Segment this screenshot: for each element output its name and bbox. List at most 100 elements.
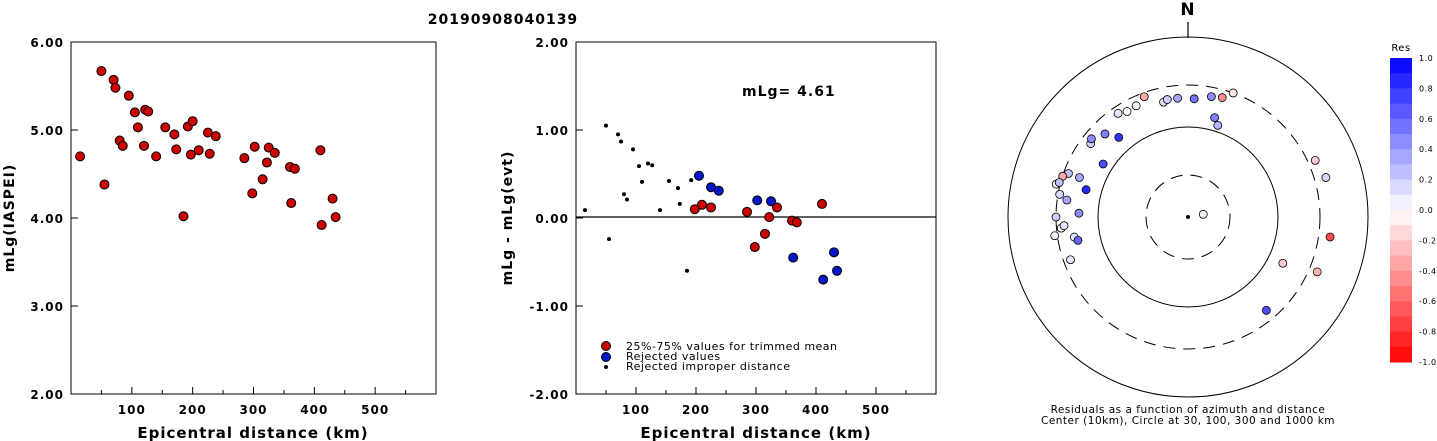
legend-label-improper-distance: Rejected improper distance bbox=[626, 360, 791, 373]
colorbar-cells bbox=[1390, 58, 1412, 363]
polar-residual-point bbox=[1062, 195, 1072, 205]
polar-caption-line2: Center (10km), Circle at 30, 100, 300 an… bbox=[1041, 415, 1335, 427]
middle-y-tick-label: 1.00 bbox=[535, 124, 569, 138]
middle-point-series-1 bbox=[818, 274, 829, 285]
polar-ring-1000km bbox=[1007, 36, 1369, 398]
polar-residual-point bbox=[1210, 113, 1220, 123]
polar-panel: N Residuals as a function of azimuth and… bbox=[1007, 0, 1369, 427]
middle-point-series-2 bbox=[650, 163, 655, 168]
middle-point-series-0 bbox=[772, 202, 782, 213]
middle-y-tick-label: -2.00 bbox=[529, 388, 569, 402]
left-y-tick-label: 5.00 bbox=[30, 124, 64, 138]
left-point-series-0 bbox=[129, 107, 140, 118]
left-point-series-0 bbox=[286, 198, 297, 209]
colorbar-label: 0.4 bbox=[1419, 145, 1433, 154]
colorbar-cell bbox=[1390, 210, 1412, 226]
left-ticks: 100 200 300 400 500 2.00 3.00 4.00 5.00 6.00 bbox=[30, 36, 407, 417]
left-point-series-0 bbox=[75, 151, 86, 162]
left-x-tick-label: 400 bbox=[300, 403, 328, 417]
colorbar-label: 0.2 bbox=[1419, 176, 1433, 185]
middle-point-series-0 bbox=[742, 206, 752, 217]
middle-point-series-1 bbox=[788, 252, 799, 263]
colorbar-cell bbox=[1390, 225, 1412, 241]
left-point-series-0 bbox=[139, 140, 149, 151]
middle-panel: mLg= 4.61 Epicentral distance (km) mLg -… bbox=[500, 36, 937, 441]
polar-residual-point bbox=[1131, 101, 1141, 111]
colorbar-cell bbox=[1390, 73, 1412, 89]
colorbar-cell bbox=[1390, 149, 1412, 165]
colorbar-cell bbox=[1390, 346, 1412, 363]
colorbar-cell bbox=[1390, 194, 1412, 211]
colorbar-cell bbox=[1390, 270, 1412, 287]
left-y-axis-label: mLg(IASPEI) bbox=[2, 164, 18, 273]
colorbar-cell bbox=[1390, 164, 1412, 181]
left-point-series-0 bbox=[160, 122, 171, 133]
middle-point-series-2 bbox=[604, 123, 608, 128]
colorbar-label: 0.0 bbox=[1419, 206, 1433, 215]
polar-residual-point bbox=[1198, 209, 1208, 219]
left-y-tick-label: 2.00 bbox=[30, 388, 64, 402]
middle-point-series-2 bbox=[622, 192, 626, 197]
polar-residual-point bbox=[1100, 129, 1110, 139]
polar-points bbox=[1050, 88, 1335, 315]
left-y-tick-label: 4.00 bbox=[30, 212, 64, 226]
middle-point-series-2 bbox=[658, 208, 662, 213]
colorbar-label: -0.8 bbox=[1419, 328, 1437, 337]
middle-x-tick-label: 100 bbox=[622, 403, 650, 417]
left-point-series-0 bbox=[193, 145, 204, 156]
legend-label-trimmed-mean: 25%-75% values for trimmed mean bbox=[626, 340, 838, 353]
middle-point-series-2 bbox=[640, 179, 644, 184]
polar-residual-point bbox=[1113, 108, 1123, 118]
colorbar-label: -0.6 bbox=[1419, 297, 1437, 306]
polar-center-dot bbox=[1186, 215, 1190, 219]
middle-point-series-2 bbox=[677, 201, 682, 206]
left-point-series-0 bbox=[330, 212, 341, 223]
legend-label-rejected: Rejected values bbox=[626, 350, 721, 363]
middle-point-series-2 bbox=[619, 139, 623, 144]
left-point-series-0 bbox=[99, 179, 110, 190]
polar-residual-point bbox=[1162, 95, 1172, 104]
colorbar-label: 0.8 bbox=[1419, 84, 1433, 93]
colorbar-cell bbox=[1390, 179, 1412, 196]
colorbar-label: -0.2 bbox=[1419, 236, 1437, 245]
polar-ring-100km bbox=[1097, 126, 1279, 308]
left-point-series-0 bbox=[210, 131, 221, 142]
colorbar-cell bbox=[1390, 286, 1412, 302]
polar-residual-point bbox=[1122, 107, 1132, 116]
colorbar-cell bbox=[1390, 88, 1412, 105]
left-point-series-0 bbox=[249, 141, 260, 152]
polar-residual-point bbox=[1066, 255, 1075, 265]
colorbar-cell bbox=[1390, 331, 1412, 348]
colorbar-cell bbox=[1390, 134, 1412, 150]
middle-point-series-1 bbox=[752, 195, 763, 206]
middle-point-series-0 bbox=[689, 204, 700, 215]
middle-ticks: 100 200 300 400 500 -2.00 -1.00 0.00 1.00 2.00 bbox=[529, 36, 907, 417]
polar-residual-point bbox=[1051, 212, 1061, 222]
middle-point-series-0 bbox=[760, 228, 770, 239]
left-point-series-0 bbox=[143, 106, 154, 117]
polar-residual-point bbox=[1075, 173, 1084, 182]
residual-colorbar: Res 1.0 0.8 0.6 0.4 0.2 0.0 -0.2 -0.4 -0.6 -0.8 -1… bbox=[1390, 43, 1437, 367]
left-points bbox=[75, 66, 341, 231]
left-point-series-0 bbox=[169, 129, 180, 140]
polar-residual-point bbox=[1228, 88, 1238, 98]
middle-y-tick-label: 0.00 bbox=[535, 212, 569, 226]
middle-point-series-0 bbox=[697, 199, 707, 210]
middle-y-tick-label: 2.00 bbox=[535, 36, 569, 50]
colorbar-cell bbox=[1390, 103, 1412, 120]
middle-x-tick-label: 300 bbox=[742, 403, 770, 417]
middle-point-series-2 bbox=[637, 164, 641, 169]
middle-y-axis-label: mLg - mLg(evt) bbox=[500, 151, 516, 286]
polar-rings bbox=[1007, 36, 1369, 398]
polar-residual-point bbox=[1217, 93, 1227, 102]
middle-point-series-2 bbox=[646, 161, 650, 166]
middle-point-series-2 bbox=[667, 179, 671, 184]
left-point-series-0 bbox=[247, 188, 258, 199]
polar-residual-point bbox=[1059, 221, 1069, 231]
middle-point-series-2 bbox=[616, 132, 620, 137]
legend-marker-trimmed-mean bbox=[601, 341, 611, 351]
middle-y-tick-label: -1.00 bbox=[529, 300, 569, 314]
middle-x-tick-label: 500 bbox=[862, 403, 890, 417]
middle-point-series-2 bbox=[583, 208, 587, 213]
